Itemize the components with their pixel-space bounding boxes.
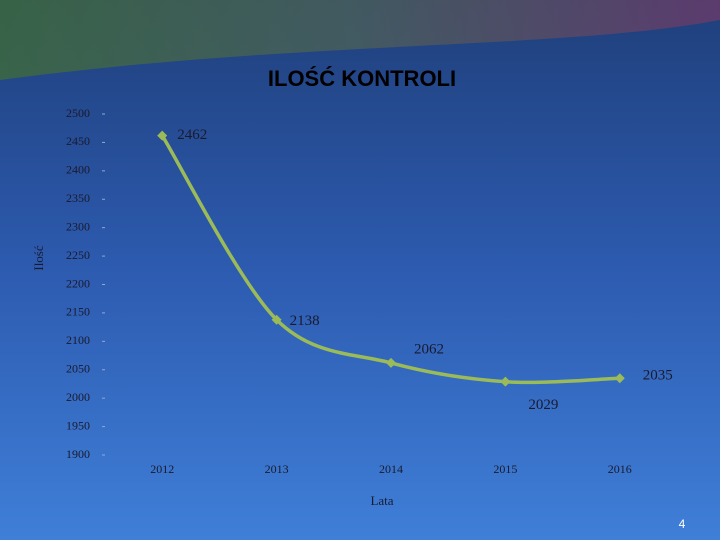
page-number: 4 [679, 517, 686, 531]
y-tick-label: 1900 [66, 447, 90, 461]
y-tick-label: 2450 [66, 134, 90, 148]
y-tick-label: 2000 [66, 390, 90, 404]
x-tick-label: 2013 [265, 462, 289, 476]
y-tick-label: 2250 [66, 248, 90, 262]
x-axis-label: Lata [370, 493, 393, 508]
data-label: 2029 [528, 397, 558, 413]
y-tick-label: 2400 [66, 163, 90, 177]
y-tick-label: 1950 [66, 418, 90, 432]
y-tick-label: 2300 [66, 219, 90, 233]
decoration [0, 0, 720, 80]
data-label: 2062 [414, 341, 444, 357]
marker [386, 357, 396, 368]
x-tick-label: 2016 [608, 462, 632, 476]
marker [500, 376, 511, 387]
y-axis-label: Ilość [31, 245, 46, 271]
marker [157, 130, 168, 141]
y-tick-label: 2200 [66, 276, 90, 290]
marker [614, 373, 625, 384]
chart-title: ILOŚĆ KONTROLI [268, 66, 456, 91]
y-tick-label: 2150 [66, 305, 90, 319]
y-tick-label: 2350 [66, 191, 90, 205]
x-tick-label: 2012 [150, 462, 174, 476]
data-label: 2035 [643, 368, 673, 384]
data-label: 2138 [290, 313, 320, 329]
x-tick-label: 2015 [493, 462, 517, 476]
y-tick-label: 2100 [66, 333, 90, 347]
line [160, 134, 620, 385]
marker [271, 314, 282, 325]
data-label: 2462 [177, 127, 207, 143]
x-tick-label: 2014 [379, 462, 403, 476]
y-tick-label: 2500 [66, 106, 90, 120]
y-tick-label: 2050 [66, 362, 90, 376]
